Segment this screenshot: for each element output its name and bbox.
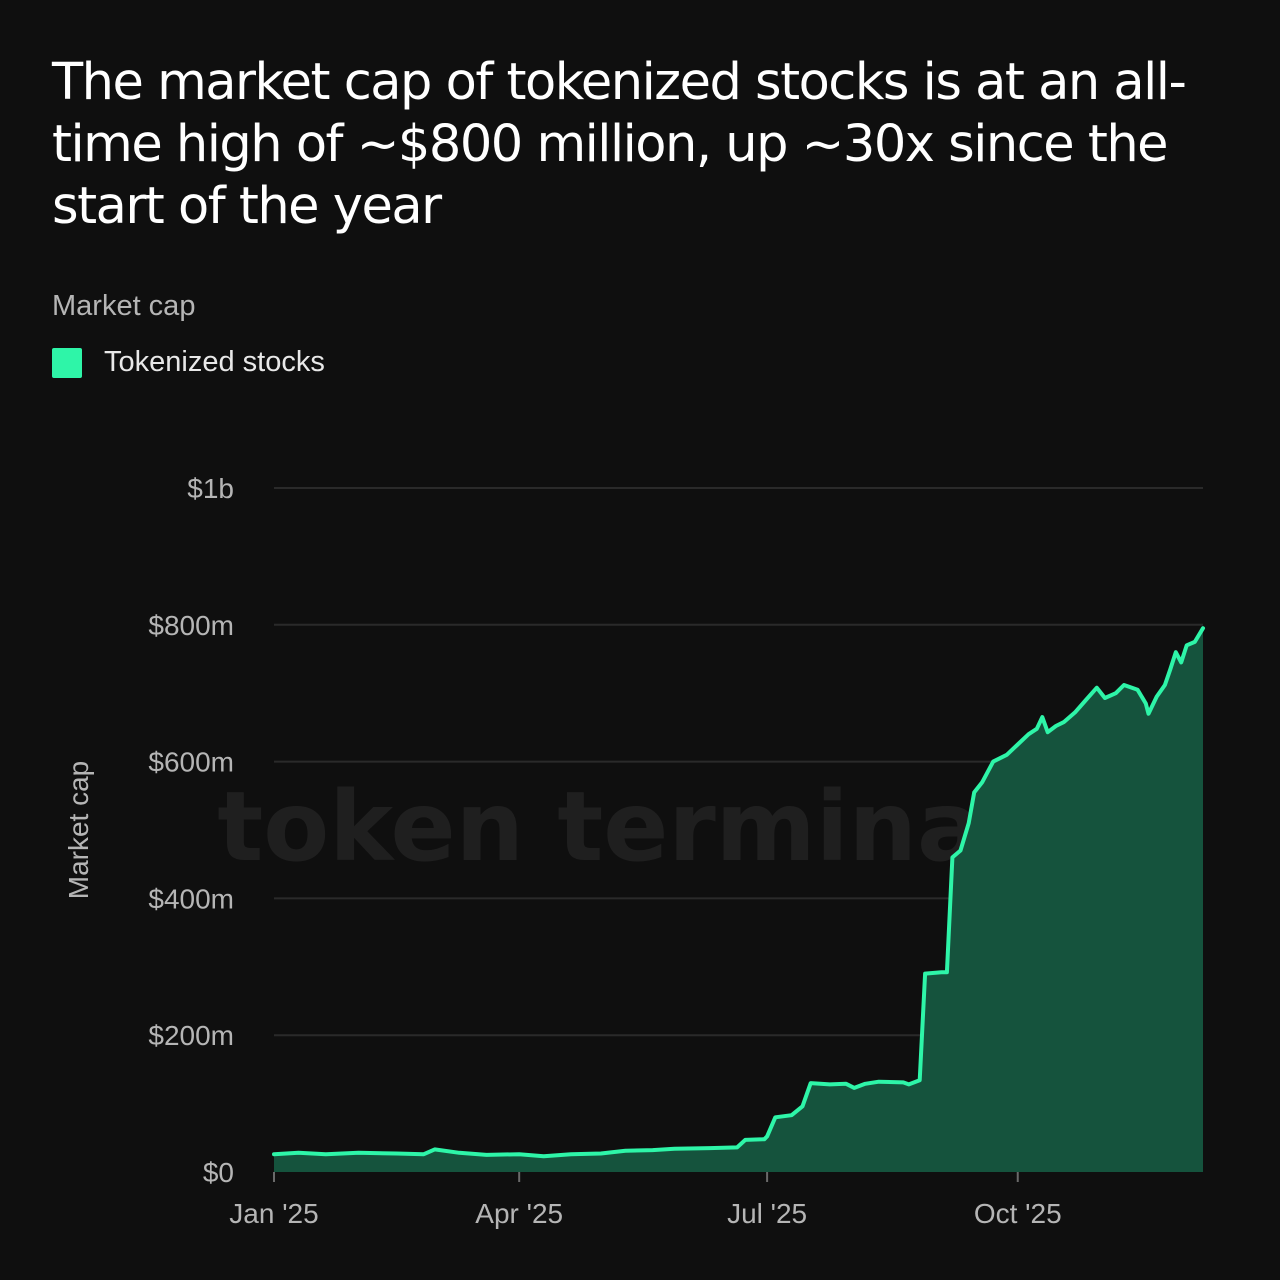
chart-title: The market cap of tokenized stocks is at… [52,53,1187,236]
x-tick-label: Apr '25 [475,1198,563,1229]
y-tick-label: $800m [148,610,234,641]
series-line-tokenized-stocks [272,626,1205,1159]
x-tick-label: Jul '25 [727,1198,807,1229]
chart-subtitle: Market cap [52,290,196,322]
legend: Tokenized stocks [52,346,325,379]
y-tick-label: $200m [148,1020,234,1051]
watermark: token terminal_ [217,771,1062,883]
y-tick-label: $600m [148,747,234,778]
area-layer [272,626,1205,1172]
y-tick-label: $0 [203,1157,234,1188]
y-tick-label: $1b [187,473,234,504]
legend-label: Tokenized stocks [104,346,325,378]
axis-layer: $0 $200m $400m $600m $800m $1b Jan '25 Apr '25 J… [148,473,1061,1229]
y-tick-label: $400m [148,883,234,914]
y-axis-title: Market cap [63,761,94,900]
series-area-tokenized-stocks [274,628,1203,1172]
x-tick-label: Jan '25 [229,1198,318,1229]
x-tick-label: Oct '25 [974,1198,1062,1229]
legend-swatch [52,347,82,378]
